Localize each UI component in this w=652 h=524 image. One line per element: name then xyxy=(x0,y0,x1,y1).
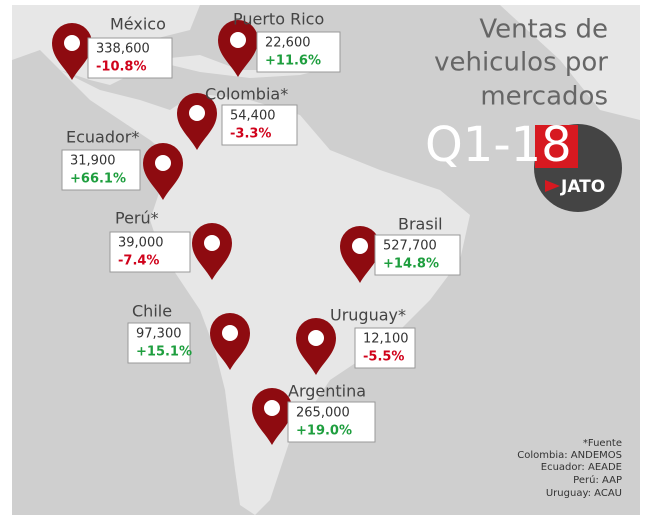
market-name: Ecuador* xyxy=(66,128,139,147)
label-box xyxy=(374,234,461,276)
market-name: Perú* xyxy=(115,209,159,228)
market-units: 31,900 xyxy=(70,154,116,169)
market-units: 527,700 xyxy=(383,239,437,254)
source-line: *Fuente xyxy=(583,438,622,449)
pin xyxy=(340,226,380,283)
market-name: Puerto Rico xyxy=(233,10,324,29)
pin-hole xyxy=(64,35,80,51)
pin xyxy=(51,22,92,81)
logo-square xyxy=(535,125,578,168)
label-box xyxy=(87,37,173,79)
pin xyxy=(192,223,232,280)
markets: México 338,600 -10.8% Puerto Rico 22,600 +11.… xyxy=(51,10,461,445)
pin-hole xyxy=(308,330,324,346)
market-name: México xyxy=(110,15,166,34)
market-name: Colombia* xyxy=(205,85,288,104)
pin xyxy=(143,143,183,200)
pin-hole xyxy=(352,238,368,254)
market-units: 54,400 xyxy=(230,109,276,124)
pin-hole xyxy=(264,400,280,416)
pin xyxy=(177,93,217,150)
title: Ventas de vehiculos por mercados xyxy=(434,15,608,112)
pin-hole xyxy=(222,325,238,341)
pin xyxy=(218,20,258,77)
logo: JATO xyxy=(534,124,622,212)
label-box xyxy=(109,231,191,273)
pin xyxy=(252,388,292,445)
logo-arrow xyxy=(545,180,560,192)
market-change: -7.4% xyxy=(118,254,159,269)
market-change: +15.1% xyxy=(136,345,192,360)
market-units: 265,000 xyxy=(296,406,350,421)
title-line: Ventas de xyxy=(479,15,608,45)
pin xyxy=(210,313,250,370)
source-line: Perú: AAP xyxy=(573,474,622,486)
title-line: mercados xyxy=(480,82,608,112)
label-box xyxy=(354,327,416,369)
brand: JATO xyxy=(560,177,605,197)
market-name: Brasil xyxy=(398,215,443,234)
market-change: -10.8% xyxy=(96,60,147,75)
pin-hole xyxy=(204,235,220,251)
market-units: 97,300 xyxy=(136,327,182,342)
pin-hole xyxy=(189,105,205,121)
source-line: Uruguay: ACAU xyxy=(546,488,622,499)
market-name: Chile xyxy=(132,302,172,321)
market-change: +11.6% xyxy=(265,54,321,69)
period: Q1-18 xyxy=(425,117,572,173)
pin xyxy=(296,318,336,375)
sources: *Fuente Colombia: ANDEMOS Ecuador: AEADE… xyxy=(517,438,622,499)
market-change: -5.5% xyxy=(363,350,404,365)
market-change: +66.1% xyxy=(70,172,126,187)
pin-hole xyxy=(230,32,246,48)
source-line: Colombia: ANDEMOS xyxy=(517,450,622,461)
label-box xyxy=(287,401,376,443)
market-name: Uruguay* xyxy=(330,306,406,325)
market-units: 39,000 xyxy=(118,236,164,251)
market-units: 12,100 xyxy=(363,332,409,347)
title-line: vehiculos por xyxy=(434,48,608,78)
market-units: 338,600 xyxy=(96,42,150,57)
label-box xyxy=(127,322,191,364)
market-change: +19.0% xyxy=(296,424,352,439)
label-box xyxy=(256,31,341,73)
market-name: Argentina xyxy=(288,382,366,401)
pin-hole xyxy=(155,155,171,171)
market-change: -3.3% xyxy=(230,127,271,142)
market-change: +14.8% xyxy=(383,257,439,272)
source-line: Ecuador: AEADE xyxy=(541,462,622,473)
label-box xyxy=(61,149,141,191)
label-box xyxy=(221,104,298,146)
market-units: 22,600 xyxy=(265,36,311,51)
